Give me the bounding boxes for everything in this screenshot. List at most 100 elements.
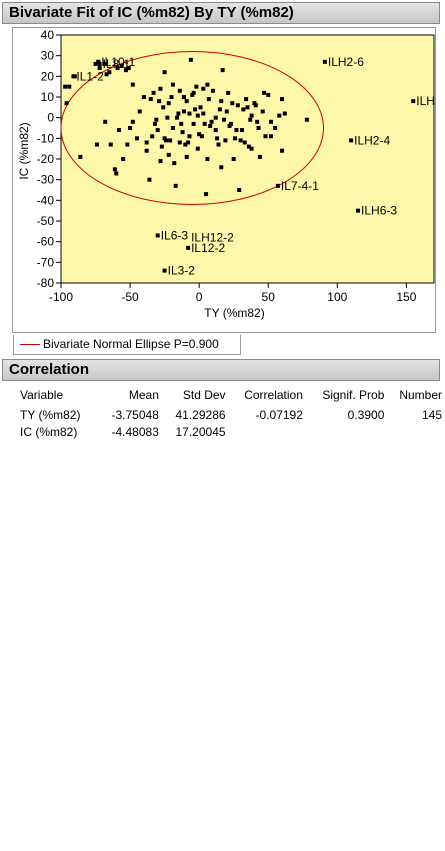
data-point: [256, 126, 261, 130]
data-point: [230, 101, 235, 106]
data-point: [115, 66, 120, 71]
data-point: [282, 111, 287, 116]
data-point: [304, 117, 309, 122]
data-point: [137, 109, 142, 114]
column-header-number: Number: [399, 388, 442, 402]
x-axis-label: TY (%m82): [204, 306, 264, 320]
data-point: [159, 144, 164, 149]
point-label: IL8-1: [103, 57, 131, 71]
point-label: ILH2-6: [328, 55, 364, 69]
data-point: [275, 183, 280, 188]
y-tick-label: -10: [37, 131, 55, 145]
data-point: [239, 128, 244, 133]
data-point: [144, 148, 149, 153]
data-point: [181, 109, 186, 114]
data-point: [117, 128, 122, 133]
y-tick-label: -60: [37, 235, 55, 249]
data-point: [169, 95, 174, 99]
data-point: [216, 142, 221, 147]
bivariate-fit-header[interactable]: Bivariate Fit of IC (%m82) By TY (%m82): [2, 2, 440, 24]
data-point: [191, 90, 196, 95]
data-point: [209, 119, 214, 124]
data-point: [194, 84, 199, 89]
data-point: [263, 134, 268, 139]
data-point: [123, 68, 128, 73]
data-point: [280, 97, 285, 102]
data-point: [235, 103, 240, 108]
data-point: [107, 70, 112, 75]
data-point: [273, 126, 278, 130]
legend: Bivariate Normal Ellipse P=0.900: [13, 335, 241, 355]
data-point: [195, 146, 200, 151]
x-tick-label: 100: [327, 290, 347, 304]
data-point: [226, 90, 231, 95]
data-point: [411, 99, 416, 104]
data-point: [237, 188, 242, 192]
point-label: IL12-2: [191, 241, 225, 255]
correlation-table: Variable Mean Std Dev Correlation Signif…: [18, 386, 444, 440]
data-point: [172, 161, 177, 166]
correlation-header[interactable]: Correlation: [2, 359, 440, 381]
data-point: [187, 134, 192, 139]
data-point: [154, 117, 159, 122]
data-point: [246, 144, 251, 149]
data-point: [166, 152, 171, 157]
data-point: [170, 126, 175, 130]
cell-variable: IC (%m82): [20, 424, 78, 439]
data-point: [103, 61, 108, 66]
data-point: [227, 123, 232, 128]
legend-ellipse-label: Bivariate Normal Ellipse P=0.900: [43, 337, 219, 351]
cell-correlation: [228, 423, 305, 440]
data-point: [208, 123, 213, 128]
scatter-plot-frame: -80 -70 -60 -50 -40 -30 -20 -10 0 10 20 30 40 -100 -5…: [12, 27, 436, 333]
data-point: [67, 84, 72, 89]
data-point: [162, 136, 167, 141]
data-point: [78, 154, 83, 159]
data-point: [201, 111, 206, 116]
data-point: [262, 90, 267, 95]
data-point: [193, 107, 198, 112]
data-point: [173, 183, 178, 188]
data-point: [181, 95, 186, 99]
cell-signif-prob: [305, 423, 386, 440]
data-point: [238, 138, 243, 143]
data-point: [206, 97, 211, 102]
data-point: [222, 117, 227, 122]
data-point: [176, 111, 181, 116]
data-point: [166, 101, 171, 106]
data-point: [126, 66, 131, 71]
data-point: [245, 105, 250, 110]
point-label: IL6-3: [161, 228, 189, 242]
data-point: [114, 171, 119, 176]
data-point: [260, 109, 265, 114]
y-axis-label: IC (%m82): [17, 122, 31, 179]
data-point: [130, 119, 135, 124]
point-label: ILH12-2: [191, 231, 234, 245]
data-point: [205, 82, 210, 87]
column-header-correlation: Correlation: [244, 388, 303, 402]
data-point: [197, 132, 202, 137]
data-point: [205, 157, 210, 161]
data-point: [184, 154, 189, 159]
data-point: [97, 66, 102, 71]
data-point: [134, 136, 139, 141]
y-tick-label: 30: [41, 49, 55, 63]
point-label: IL7-4-1: [281, 179, 319, 193]
table-row: IC (%m82) -4.48083 17.20045: [18, 423, 444, 440]
data-point: [224, 109, 229, 114]
data-point: [108, 142, 113, 147]
correlation-header-row: Variable Mean Std Dev Correlation Signif…: [18, 386, 444, 406]
x-tick-label: 0: [196, 290, 203, 304]
data-point: [161, 105, 166, 110]
data-point: [241, 107, 246, 112]
data-point: [219, 99, 224, 104]
data-point: [151, 90, 156, 95]
data-point: [165, 115, 170, 120]
data-point: [147, 177, 152, 182]
cell-std-dev: 17.20045: [175, 424, 226, 439]
data-point: [103, 119, 108, 124]
data-point: [155, 233, 160, 238]
y-axis: -80 -70 -60 -50 -40 -30 -20 -10 0 10 20 30 40: [37, 28, 61, 290]
cell-variable: TY (%m82): [20, 407, 81, 422]
data-point: [71, 74, 76, 79]
